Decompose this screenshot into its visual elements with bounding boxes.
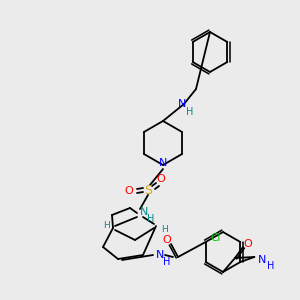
- Text: O: O: [157, 174, 165, 184]
- Text: N: N: [140, 207, 148, 217]
- Text: H: H: [163, 257, 171, 267]
- Text: S: S: [144, 184, 152, 196]
- Text: Cl: Cl: [211, 233, 221, 243]
- Text: H: H: [160, 226, 167, 235]
- Text: H: H: [267, 261, 274, 271]
- Text: H: H: [103, 221, 110, 230]
- Text: N: N: [159, 158, 167, 168]
- Text: O: O: [163, 235, 171, 245]
- Text: H: H: [147, 214, 155, 224]
- Text: O: O: [124, 186, 134, 196]
- Text: N: N: [178, 99, 186, 109]
- Text: N: N: [156, 250, 164, 260]
- Text: O: O: [244, 239, 252, 249]
- Text: N: N: [258, 255, 266, 265]
- Text: H: H: [186, 107, 194, 117]
